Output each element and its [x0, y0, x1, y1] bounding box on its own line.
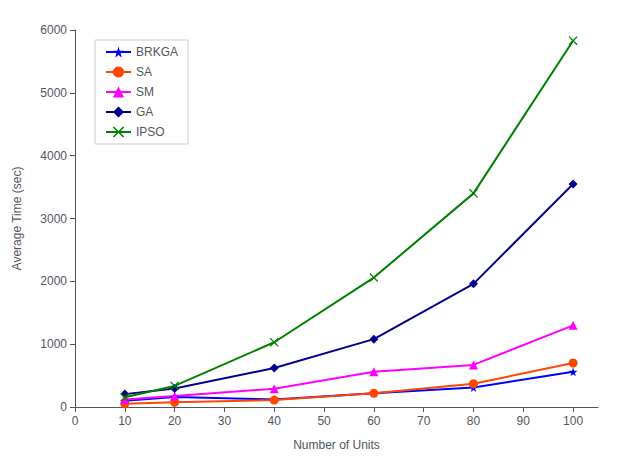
svg-text:IPSO: IPSO — [136, 125, 165, 139]
svg-text:SA: SA — [136, 65, 152, 79]
svg-text:1000: 1000 — [40, 337, 67, 351]
svg-text:70: 70 — [417, 414, 431, 428]
svg-text:10: 10 — [118, 414, 132, 428]
svg-text:4000: 4000 — [40, 149, 67, 163]
svg-text:6000: 6000 — [40, 23, 67, 37]
svg-text:40: 40 — [268, 414, 282, 428]
svg-text:20: 20 — [168, 414, 182, 428]
svg-text:SM: SM — [136, 85, 154, 99]
svg-text:90: 90 — [517, 414, 531, 428]
svg-text:BRKGA: BRKGA — [136, 45, 178, 59]
svg-text:GA: GA — [136, 105, 153, 119]
svg-text:50: 50 — [317, 414, 331, 428]
svg-text:100: 100 — [563, 414, 583, 428]
svg-text:Number of Units: Number of Units — [293, 438, 380, 452]
svg-text:60: 60 — [367, 414, 381, 428]
svg-text:80: 80 — [467, 414, 481, 428]
svg-text:0: 0 — [72, 414, 79, 428]
svg-text:30: 30 — [218, 414, 232, 428]
svg-text:2000: 2000 — [40, 274, 67, 288]
svg-text:3000: 3000 — [40, 212, 67, 226]
svg-text:Average Time (sec): Average Time (sec) — [10, 167, 24, 271]
svg-text:5000: 5000 — [40, 86, 67, 100]
svg-text:0: 0 — [60, 400, 67, 414]
